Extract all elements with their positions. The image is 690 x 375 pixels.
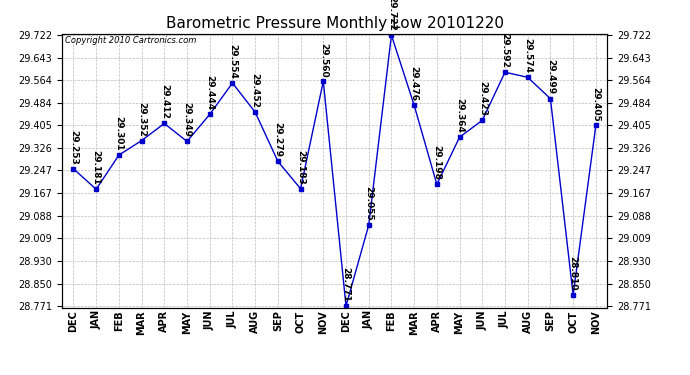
Text: 29.560: 29.560 xyxy=(319,42,328,77)
Text: 29.722: 29.722 xyxy=(387,0,396,31)
Text: 29.352: 29.352 xyxy=(137,102,146,136)
Text: 29.055: 29.055 xyxy=(364,186,373,221)
Text: 29.423: 29.423 xyxy=(477,81,486,116)
Text: 29.452: 29.452 xyxy=(250,73,259,108)
Text: 28.771: 28.771 xyxy=(342,267,351,302)
Text: 29.301: 29.301 xyxy=(115,116,124,151)
Text: 28.810: 28.810 xyxy=(569,256,578,291)
Text: 29.364: 29.364 xyxy=(455,98,464,133)
Text: 29.253: 29.253 xyxy=(69,130,78,165)
Text: 29.183: 29.183 xyxy=(296,150,305,184)
Text: 29.592: 29.592 xyxy=(500,33,509,68)
Text: 29.279: 29.279 xyxy=(273,122,282,157)
Text: 29.499: 29.499 xyxy=(546,59,555,94)
Text: 29.412: 29.412 xyxy=(160,84,169,119)
Text: 29.554: 29.554 xyxy=(228,44,237,79)
Text: 29.574: 29.574 xyxy=(523,38,532,73)
Text: 29.405: 29.405 xyxy=(591,87,600,121)
Text: 29.444: 29.444 xyxy=(205,75,214,110)
Text: Copyright 2010 Cartronics.com: Copyright 2010 Cartronics.com xyxy=(65,36,196,45)
Text: 29.198: 29.198 xyxy=(433,146,442,180)
Text: 29.476: 29.476 xyxy=(410,66,419,101)
Text: 29.181: 29.181 xyxy=(92,150,101,185)
Title: Barometric Pressure Monthly Low 20101220: Barometric Pressure Monthly Low 20101220 xyxy=(166,16,504,31)
Text: 29.349: 29.349 xyxy=(183,102,192,137)
